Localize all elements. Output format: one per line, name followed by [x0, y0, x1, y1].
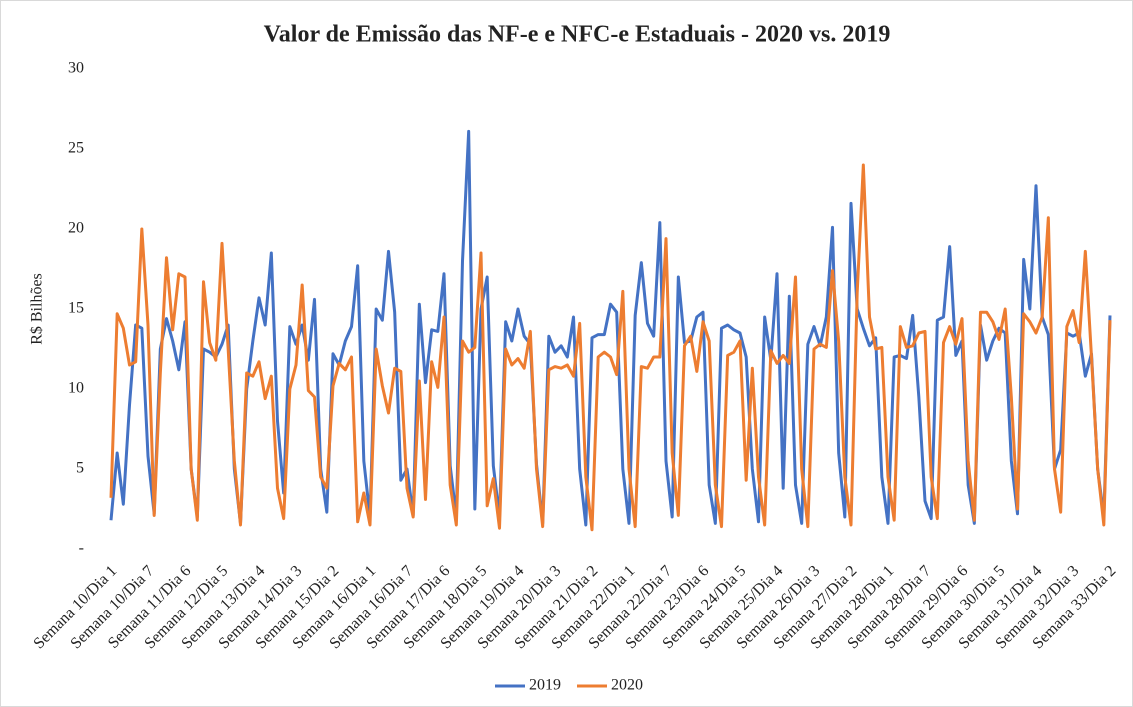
y-tick-label: 15 [68, 300, 84, 317]
chart-title: Valor de Emissão das NF-e e NFC-e Estadu… [264, 22, 891, 48]
series-line [109, 129, 1112, 527]
series-line [109, 163, 1112, 532]
y-tick-label: 30 [68, 60, 84, 77]
y-tick-label: 10 [68, 380, 84, 397]
y-tick-label: 25 [68, 140, 84, 157]
legend-label: 2019 [529, 677, 561, 694]
y-tick-label: - [79, 540, 84, 557]
legend-label: 2020 [611, 677, 643, 694]
y-tick-label: 5 [76, 460, 84, 477]
y-tick-label: 20 [68, 220, 84, 237]
y-axis-label: R$ Bilhões [29, 273, 46, 345]
